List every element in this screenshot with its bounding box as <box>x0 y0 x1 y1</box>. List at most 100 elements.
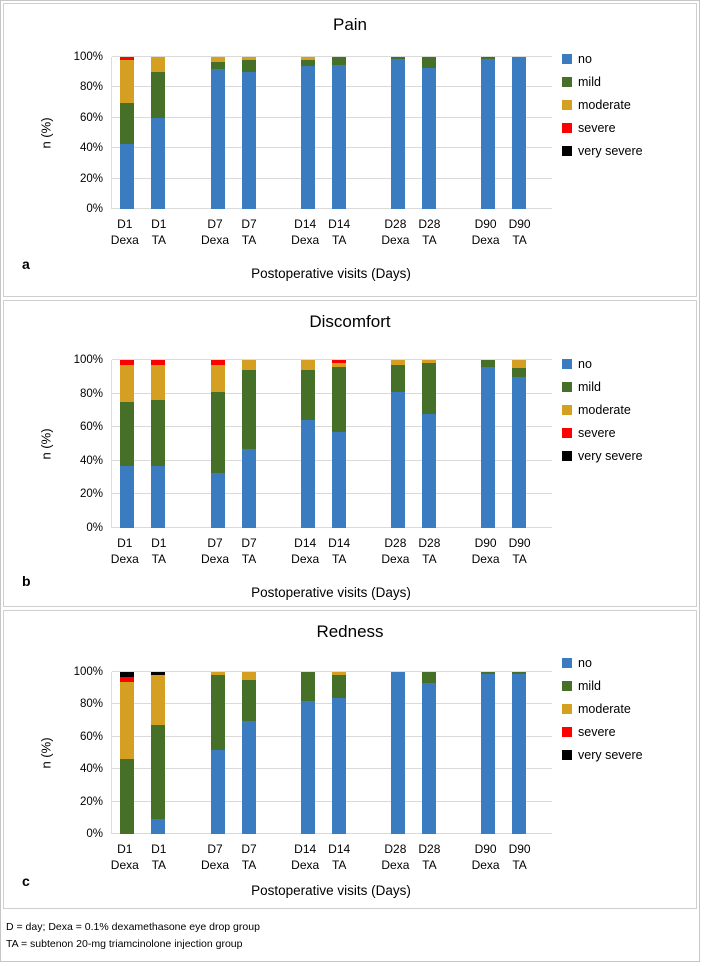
category-label-line: TA <box>512 233 527 247</box>
legend-item-no: no <box>562 656 643 670</box>
category-label-line: Dexa <box>471 233 500 247</box>
chart-title-pain: Pain <box>332 15 368 34</box>
category-label-line: Dexa <box>291 552 320 566</box>
category-label-line: D28 <box>418 536 441 550</box>
category-label-line: D14 <box>328 842 351 856</box>
category-label-line: D28 <box>384 217 407 231</box>
bar-group <box>382 57 444 209</box>
category-label-line: Dexa <box>200 233 229 247</box>
bar-segment-moderate <box>210 365 225 392</box>
footnote-line-2: TA = subtenon 20-mg triamcinolone inject… <box>6 938 243 950</box>
bar-group <box>112 360 174 528</box>
category-label-line: D14 <box>294 536 317 550</box>
stacked-bar-d1-dexa <box>120 360 135 528</box>
category-label: D7 TA <box>232 216 266 248</box>
plot-area <box>111 359 552 528</box>
y-tick-label: 20% <box>79 488 103 501</box>
bar-segment-mild <box>481 57 496 59</box>
bar-segment-moderate <box>390 360 405 366</box>
category-label: D7 Dexa <box>198 216 232 248</box>
bar-group <box>292 672 354 834</box>
bar-segment-moderate <box>512 360 527 369</box>
legend-swatch-mild <box>562 77 572 87</box>
y-tick-label: 100% <box>73 354 103 366</box>
category-label: D90 Dexa <box>469 216 503 248</box>
category-label-group: D28 Dexa D28 TA <box>378 841 446 873</box>
bar-segment-no <box>210 749 225 834</box>
y-tick-label: 60% <box>79 111 103 124</box>
y-tick-label: 40% <box>79 763 103 776</box>
bar-group <box>112 672 174 834</box>
category-label-line: Dexa <box>381 233 410 247</box>
category-label-line: D28 <box>384 842 407 856</box>
legend-swatch-moderate <box>562 704 572 714</box>
y-tick-label: 20% <box>79 795 103 808</box>
x-axis-category-labels: D1 Dexa D1 TA D7 Dexa D7 TA D14 Dexa D14 TA D28 Dexa D… <box>111 216 551 250</box>
legend-label: no <box>578 357 592 371</box>
panel-pain: Pain n (%) 0% 20% 40% 60% 80% 100% D1 Dexa D1 TA… <box>3 3 697 297</box>
stacked-bar-d14-dexa <box>300 672 315 834</box>
stacked-bar-d90-dexa <box>481 360 496 528</box>
category-label-group: D28 Dexa D28 TA <box>378 535 446 567</box>
stacked-bar-d90-dexa <box>481 57 496 209</box>
category-label-group: D14 Dexa D14 TA <box>288 216 356 248</box>
legend-label: very severe <box>578 144 643 158</box>
bar-segment-no <box>300 701 315 834</box>
bar-segment-moderate <box>331 672 346 676</box>
stacked-bar-d1-ta <box>151 57 166 209</box>
category-label: D7 TA <box>232 841 266 873</box>
category-label-line: Dexa <box>110 552 139 566</box>
category-label-line: D7 <box>241 536 257 550</box>
legend: no mild moderate severe very severe <box>562 656 643 762</box>
category-label-group: D28 Dexa D28 TA <box>378 216 446 248</box>
bar-segment-moderate <box>120 60 135 103</box>
bar-segment-mild <box>210 61 225 70</box>
bar-segment-mild <box>481 672 496 674</box>
bar-group <box>382 360 444 528</box>
bar-segment-mild <box>151 72 166 118</box>
bar-segment-moderate <box>241 672 256 681</box>
bar-segment-no <box>421 683 436 834</box>
category-label-line: Dexa <box>291 233 320 247</box>
category-label-line: TA <box>151 552 167 566</box>
legend-label: severe <box>578 121 616 135</box>
bar-segment-mild <box>390 365 405 392</box>
plot-area <box>111 56 552 209</box>
x-axis-title: Postoperative visits (Days) <box>251 266 411 281</box>
category-label-line: D90 <box>508 842 531 856</box>
bar-segment-mild <box>241 60 256 73</box>
bar-segment-mild <box>300 60 315 67</box>
category-label: D14 TA <box>322 216 356 248</box>
legend-item-moderate: moderate <box>562 98 643 112</box>
y-axis-ticks: 0% 20% 40% 60% 80% 100% <box>4 666 103 840</box>
category-label-line: Dexa <box>200 858 229 872</box>
bar-segment-no <box>151 819 166 834</box>
bar-segment-moderate <box>151 675 166 726</box>
bar-segment-no <box>120 143 135 209</box>
stacked-bar-d7-ta <box>241 57 256 209</box>
category-label: D14 TA <box>322 535 356 567</box>
category-label-line: D7 <box>241 842 257 856</box>
bar-segment-mild <box>300 672 315 702</box>
legend-label: no <box>578 52 592 66</box>
category-label-line: D1 <box>117 842 133 856</box>
bar-segment-no <box>300 420 315 528</box>
bar-segment-no <box>241 449 256 528</box>
bar-segment-moderate <box>210 672 225 676</box>
legend-label: moderate <box>578 702 631 716</box>
bar-group <box>292 360 354 528</box>
legend-label: moderate <box>578 98 631 112</box>
bar-segment-no <box>481 58 496 209</box>
bar-segment-no <box>151 117 166 209</box>
category-label-line: D14 <box>294 217 317 231</box>
panel-redness: Redness n (%) 0% 20% 40% 60% 80% 100% D1 Dexa D… <box>3 610 697 909</box>
bar-segment-no <box>210 472 225 528</box>
bar-segment-no <box>512 57 527 209</box>
y-tick-label: 40% <box>79 142 103 155</box>
bar-segment-no <box>390 58 405 209</box>
bar-segment-mild <box>481 360 496 367</box>
bar-segment-moderate <box>331 363 346 367</box>
bar-segment-no <box>300 66 315 209</box>
bar-segment-moderate <box>421 360 436 364</box>
